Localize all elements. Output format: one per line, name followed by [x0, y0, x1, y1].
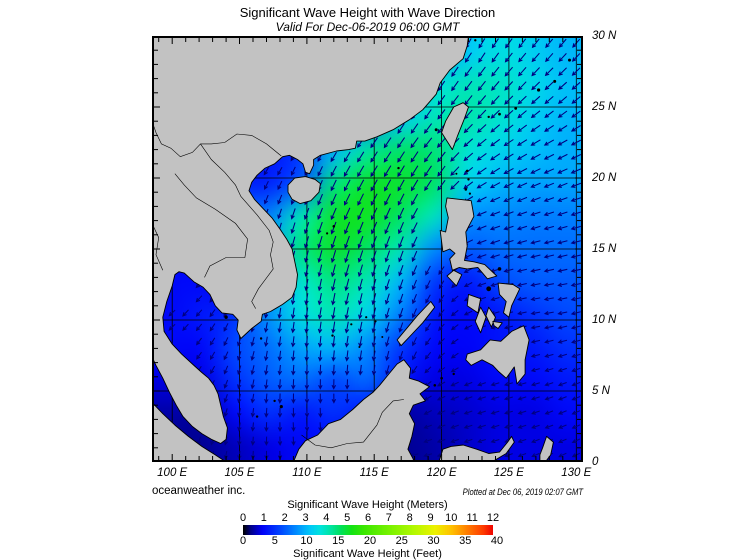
feet-tick-label: 30 [427, 535, 440, 547]
small-islands [224, 36, 571, 418]
lat-tick-label: 0 [592, 456, 599, 468]
feet-tick-label: 25 [395, 535, 408, 547]
meters-tick-label: 11 [466, 512, 478, 524]
colorbar-meters-ticks: 0 1 2 3 4 5 6 7 8 9 10 11 12 [152, 512, 583, 525]
feet-tick-label: 35 [459, 535, 472, 547]
plotted-timestamp: Plotted at Dec 06, 2019 02:07 GMT [462, 487, 583, 497]
map-frame [152, 36, 583, 462]
meters-tick-label: 1 [260, 512, 267, 524]
feet-tick-label: 10 [300, 535, 313, 547]
meters-tick-label: 6 [364, 512, 372, 524]
lon-tick-label: 125 E [493, 467, 524, 479]
lat-tick-label: 10 N [592, 314, 617, 326]
valid-time-subtitle: Valid For Dec-06-2019 06:00 GMT [275, 20, 460, 34]
longitude-axis-labels: 100 E 105 E 110 E 115 E 120 E 125 E 130 E [152, 467, 591, 481]
lon-tick-label: 120 E [426, 467, 457, 479]
lat-tick-label: 30 N [592, 30, 617, 42]
colorbar-gradient [243, 525, 493, 535]
colorbar-gradient-canvas [243, 525, 493, 535]
meters-tick-label: 7 [385, 512, 392, 524]
meters-tick-label: 5 [344, 512, 351, 524]
country-borders [152, 121, 404, 449]
lon-tick-label: 110 E [292, 467, 322, 479]
feet-tick-label: 5 [271, 535, 278, 547]
lat-tick-label: 20 N [592, 172, 617, 184]
lon-tick-label: 115 E [359, 467, 389, 479]
feet-tick-label: 15 [332, 535, 345, 547]
meters-tick-label: 2 [281, 512, 288, 524]
feet-tick-label: 20 [363, 535, 377, 547]
map-overlay-svg [152, 36, 583, 462]
lat-tick-label: 15 N [592, 243, 617, 255]
lon-tick-label: 105 E [224, 467, 255, 479]
lon-tick-label: 100 E [157, 467, 188, 479]
colorbar-title-meters: Significant Wave Height (Meters) [287, 499, 448, 511]
page-title: Significant Wave Height with Wave Direct… [239, 5, 496, 20]
lat-tick-label: 25 N [592, 101, 617, 113]
lon-tick-label: 130 E [561, 467, 592, 479]
feet-tick-label: 40 [490, 535, 504, 547]
colorbar-feet-ticks: 0 5 10 15 20 25 30 35 40 [152, 535, 583, 548]
meters-tick-label: 12 [486, 512, 500, 524]
meters-tick-label: 10 [445, 512, 458, 524]
feet-tick-label: 0 [239, 535, 247, 547]
meters-tick-label: 0 [239, 512, 247, 524]
meters-tick-label: 3 [302, 512, 309, 524]
oceanweather-credit: oceanweather inc. [152, 485, 246, 497]
meters-tick-label: 4 [323, 512, 330, 524]
lat-tick-label: 5 N [592, 385, 610, 397]
map-panel [152, 36, 583, 462]
meters-tick-label: 9 [427, 512, 434, 524]
latitude-axis-labels: 30 N 25 N 20 N 15 N 10 N 5 N 0 [588, 30, 633, 468]
colorbar-title-feet: Significant Wave Height (Feet) [293, 548, 442, 560]
meters-tick-label: 8 [406, 512, 413, 524]
